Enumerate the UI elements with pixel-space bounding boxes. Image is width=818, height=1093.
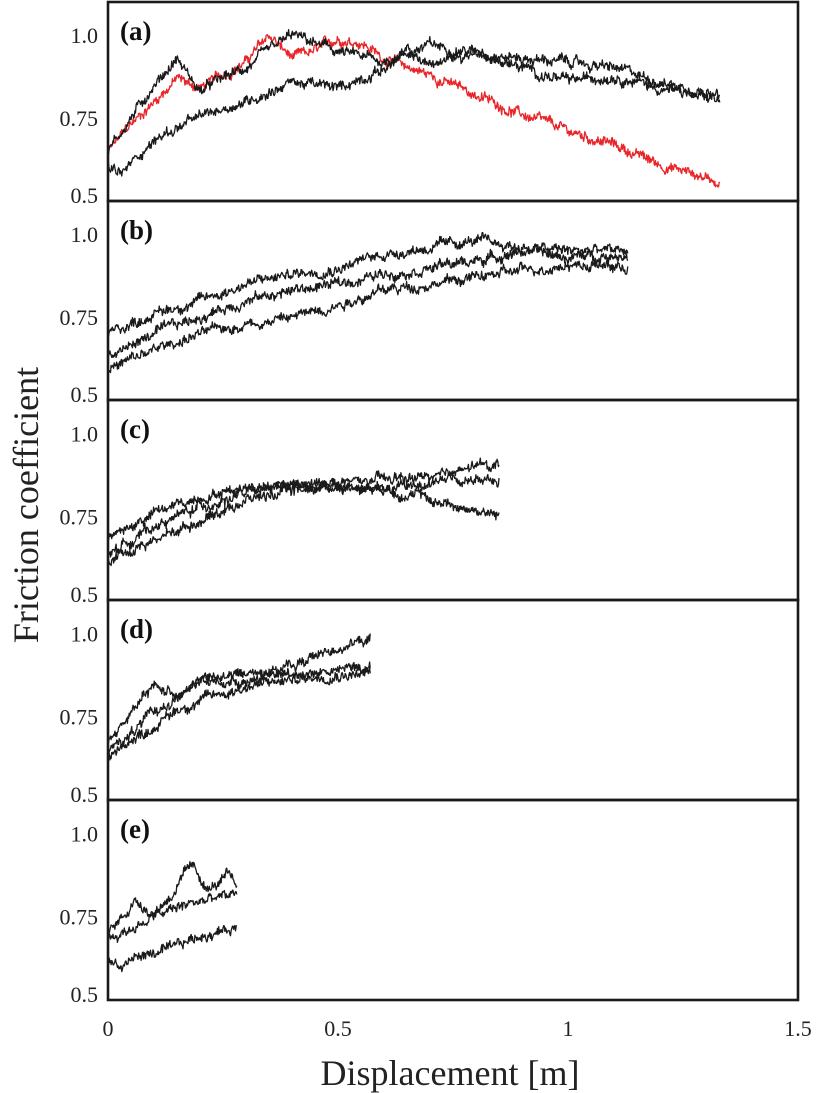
- y-tick-label: 0.75: [60, 905, 99, 930]
- y-tick-label: 0.5: [71, 982, 99, 1007]
- y-tick-label: 0.5: [71, 582, 99, 607]
- x-tick-label: 0.5: [324, 1016, 352, 1041]
- panel-a: (a) 0.5 0.75 1.0: [60, 0, 800, 208]
- panel-label: (d): [120, 614, 153, 644]
- y-tick-label: 0.5: [71, 183, 99, 208]
- panel-frame: [106, 199, 800, 402]
- x-tick-label: 1: [563, 1016, 574, 1041]
- x-tick-label: 0: [103, 1016, 114, 1041]
- x-axis-title: Displacement [m]: [321, 1053, 580, 1093]
- y-tick-label: 1.0: [71, 222, 99, 247]
- y-tick-label: 1.0: [71, 421, 99, 446]
- black-series-line-1: [108, 860, 238, 936]
- y-tick-label: 0.5: [71, 382, 99, 407]
- y-tick-label: 0.5: [71, 782, 99, 807]
- black-series-line-3: [108, 924, 238, 973]
- panel-label: (e): [120, 814, 150, 844]
- black-series-line-3: [108, 667, 371, 761]
- y-tick-label: 0.75: [60, 505, 99, 530]
- panel-frame: [106, 798, 800, 1002]
- y-tick-label: 0.75: [60, 705, 99, 730]
- series-group: [108, 29, 721, 188]
- black-series-line-1: [108, 633, 371, 743]
- panel-label: (b): [120, 215, 153, 245]
- panels-group: (a)0.50.751.0(b)0.50.751.0(c)0.50.751.0(…: [60, 0, 800, 1007]
- panel-e: (e) 0.5 0.75 1.0: [60, 798, 800, 1007]
- panel-label: (c): [120, 414, 150, 444]
- y-tick-label: 0.75: [60, 305, 99, 330]
- y-tick-label: 1.0: [71, 23, 99, 48]
- series-group: [108, 860, 238, 973]
- series-group: [108, 457, 500, 567]
- panel-frame: [106, 598, 800, 802]
- panel-d: (d) 0.5 0.75 1.0: [60, 598, 800, 807]
- black-series-line-3: [108, 260, 629, 374]
- red-series-line: [108, 34, 721, 188]
- black-series-line-2: [108, 29, 721, 155]
- panel-label: (a): [120, 16, 151, 46]
- panel-c: (c) 0.5 0.75 1.0: [60, 398, 800, 607]
- panel-b: (b) 0.5 0.75 1.0: [60, 199, 800, 407]
- series-group: [108, 633, 371, 761]
- x-tick-label: 1.5: [784, 1016, 812, 1041]
- panel-frame: [106, 0, 800, 203]
- y-axis-title: Friction coefficient: [6, 367, 46, 643]
- black-series-line-2: [108, 661, 371, 754]
- panel-frame: [106, 398, 800, 602]
- x-axis-ticks: 0 0.5 1 1.5: [103, 1016, 812, 1041]
- black-series-line-2: [108, 243, 629, 359]
- black-series-line-2: [108, 467, 500, 558]
- black-series-line-3: [108, 479, 500, 567]
- y-tick-label: 0.75: [60, 106, 99, 131]
- y-tick-label: 1.0: [71, 821, 99, 846]
- series-group: [108, 231, 629, 374]
- black-series-line-3: [108, 43, 721, 177]
- y-tick-label: 1.0: [71, 621, 99, 646]
- black-series-line-2: [108, 889, 238, 943]
